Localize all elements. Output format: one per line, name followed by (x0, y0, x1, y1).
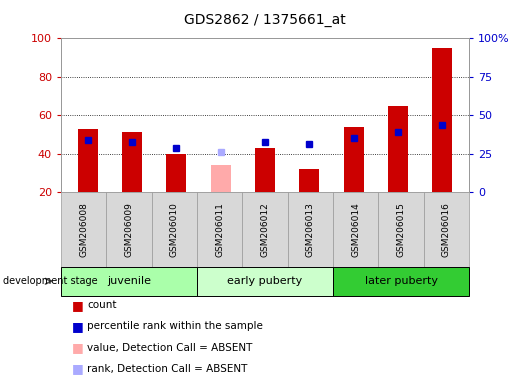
Text: juvenile: juvenile (107, 276, 151, 286)
Text: GSM206014: GSM206014 (351, 202, 360, 257)
Bar (210, 165, 231, 192)
Text: percentile rank within the sample: percentile rank within the sample (87, 321, 263, 331)
Bar (388, 106, 408, 192)
Text: ■: ■ (72, 341, 83, 354)
Text: GSM206012: GSM206012 (261, 202, 269, 257)
Bar (122, 132, 142, 192)
Text: early puberty: early puberty (227, 276, 303, 286)
Bar (77, 129, 98, 192)
Text: development stage: development stage (3, 276, 98, 286)
Text: ■: ■ (72, 362, 83, 375)
Text: later puberty: later puberty (365, 276, 438, 286)
Bar (166, 154, 186, 192)
Text: GSM206013: GSM206013 (306, 202, 315, 257)
Text: GSM206016: GSM206016 (442, 202, 451, 257)
Bar (255, 148, 275, 192)
Text: GDS2862 / 1375661_at: GDS2862 / 1375661_at (184, 13, 346, 27)
Text: value, Detection Call = ABSENT: value, Detection Call = ABSENT (87, 343, 253, 353)
Text: ■: ■ (72, 320, 83, 333)
Text: rank, Detection Call = ABSENT: rank, Detection Call = ABSENT (87, 364, 248, 374)
Text: GSM206009: GSM206009 (125, 202, 134, 257)
Bar (299, 169, 320, 192)
Text: GSM206011: GSM206011 (215, 202, 224, 257)
Bar (432, 48, 453, 192)
Text: GSM206008: GSM206008 (79, 202, 88, 257)
Bar (344, 127, 364, 192)
Text: ■: ■ (72, 299, 83, 312)
Text: GSM206010: GSM206010 (170, 202, 179, 257)
Text: count: count (87, 300, 117, 310)
Text: GSM206015: GSM206015 (396, 202, 405, 257)
